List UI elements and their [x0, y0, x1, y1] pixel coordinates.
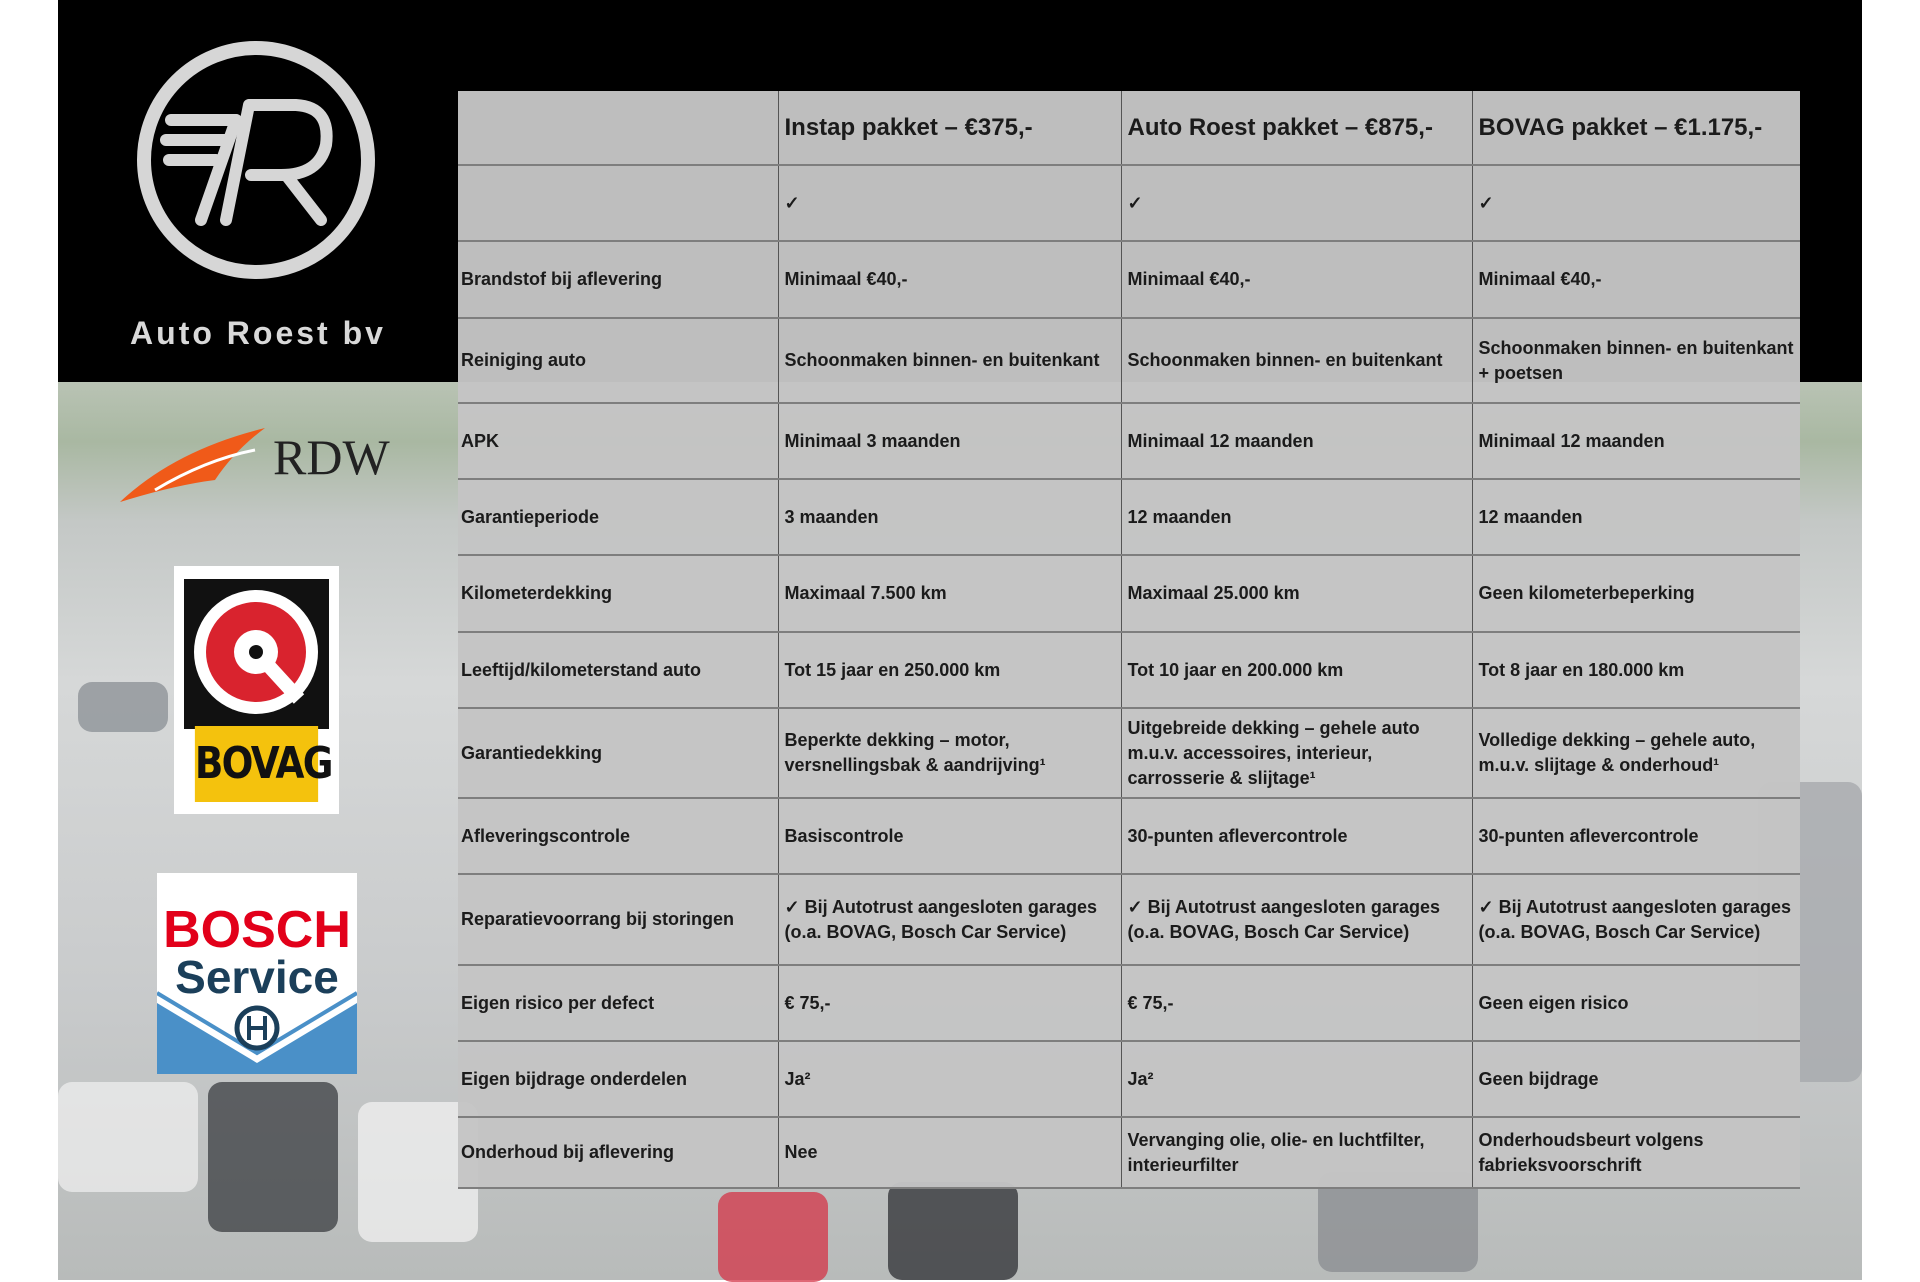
feature-label: Onderhoud bij aflevering: [458, 1116, 779, 1189]
package-cell: Uitgebreide dekking – gehele auto m.u.v.…: [1120, 707, 1473, 799]
package-cell: ✓: [1120, 164, 1473, 242]
table-row: Garantiedekking Beperkte dekking – motor,…: [458, 707, 1800, 799]
package-cell: Minimaal 12 maanden: [1120, 402, 1473, 480]
table-row: Brandstof bij aflevering Minimaal €40,- Mi…: [458, 240, 1800, 319]
package-cell: 30-punten aflevercontrole: [1471, 797, 1800, 875]
package-cell: Maximaal 7.500 km: [777, 554, 1122, 633]
package-cell: Volledige dekking – gehele auto, m.u.v. …: [1471, 707, 1800, 799]
package-cell: ✓: [777, 164, 1122, 242]
package-cell: 12 maanden: [1471, 478, 1800, 556]
package-cell: Schoonmaken binnen- en buitenkant: [777, 317, 1122, 404]
package-cell: Onderhoudsbeurt volgens fabrieksvoorschr…: [1471, 1116, 1800, 1189]
feature-label: Kilometerdekking: [458, 554, 779, 633]
package-cell: Schoonmaken binnen- en buitenkant: [1120, 317, 1473, 404]
feature-label: Afleveringscontrole: [458, 797, 779, 875]
service-label: Service: [175, 951, 339, 1003]
table-row: Kilometerdekking Maximaal 7.500 km Maximaa…: [458, 554, 1800, 633]
feature-label: Eigen bijdrage onderdelen: [458, 1040, 779, 1118]
package-cell: ✓: [1471, 164, 1800, 242]
package-cell: Minimaal €40,-: [1471, 240, 1800, 319]
header-empty-cell: [458, 91, 779, 166]
package-header: Instap pakket – €375,-: [777, 91, 1122, 166]
package-cell: Tot 8 jaar en 180.000 km: [1471, 631, 1800, 709]
package-cell: € 75,-: [1120, 964, 1473, 1042]
bovag-emblem-icon: [184, 579, 329, 729]
feature-label: [458, 164, 779, 242]
table-row: ✓ ✓ ✓: [458, 164, 1800, 242]
package-cell: Schoonmaken binnen- en buitenkant + poet…: [1471, 317, 1800, 404]
table-row: Reiniging auto Schoonmaken binnen- en bui…: [458, 317, 1800, 404]
package-cell: Tot 10 jaar en 200.000 km: [1120, 631, 1473, 709]
package-cell: Geen eigen risico: [1471, 964, 1800, 1042]
package-cell: 3 maanden: [777, 478, 1122, 556]
auto-roest-logo-icon: [137, 41, 375, 279]
package-cell: Beperkte dekking – motor, versnellingsba…: [777, 707, 1122, 799]
package-cell: Ja²: [777, 1040, 1122, 1118]
feature-label: Reiniging auto: [458, 317, 779, 404]
feature-label: Brandstof bij aflevering: [458, 240, 779, 319]
bosch-label: BOSCH: [163, 901, 351, 959]
table-row: Afleveringscontrole Basiscontrole 30-punte…: [458, 797, 1800, 875]
feature-label: Leeftijd/kilometerstand auto: [458, 631, 779, 709]
package-cell: Nee: [777, 1116, 1122, 1189]
package-cell: ✓ Bij Autotrust aangesloten garages (o.a…: [1120, 873, 1473, 966]
table-row: Onderhoud bij aflevering Nee Vervanging ol…: [458, 1116, 1800, 1189]
package-cell: Minimaal 12 maanden: [1471, 402, 1800, 480]
package-header: Auto Roest pakket – €875,-: [1120, 91, 1473, 166]
feature-label: Reparatievoorrang bij storingen: [458, 873, 779, 966]
bosch-service-badge-icon: [157, 873, 357, 1074]
table-row: Eigen bijdrage onderdelen Ja² Ja² Geen bijd…: [458, 1040, 1800, 1118]
table-row: Eigen risico per defect € 75,- € 75,- Geen …: [458, 964, 1800, 1042]
package-cell: Tot 15 jaar en 250.000 km: [777, 631, 1122, 709]
table-row: Leeftijd/kilometerstand auto Tot 15 jaar …: [458, 631, 1800, 709]
feature-label: Eigen risico per defect: [458, 964, 779, 1042]
package-cell: 12 maanden: [1120, 478, 1473, 556]
package-cell: € 75,-: [777, 964, 1122, 1042]
bovag-label: BOVAG: [194, 726, 333, 802]
package-cell: Vervanging olie, olie- en luchtfilter, i…: [1120, 1116, 1473, 1189]
table-row: APK Minimaal 3 maanden Minimaal 12 maanden…: [458, 402, 1800, 480]
package-cell: Minimaal €40,-: [777, 240, 1122, 319]
table-row: Garantieperiode 3 maanden 12 maanden 12 maa…: [458, 478, 1800, 556]
package-cell: Minimaal 3 maanden: [777, 402, 1122, 480]
table-row: Reparatievoorrang bij storingen ✓ Bij Aut…: [458, 873, 1800, 966]
package-cell: Basiscontrole: [777, 797, 1122, 875]
package-cell: Geen kilometerbeperking: [1471, 554, 1800, 633]
package-comparison-table: Instap pakket – €375,- Auto Roest pakket …: [458, 91, 1800, 1189]
package-cell: Maximaal 25.000 km: [1120, 554, 1473, 633]
package-cell: ✓ Bij Autotrust aangesloten garages (o.a…: [1471, 873, 1800, 966]
package-cell: Ja²: [1120, 1040, 1473, 1118]
package-header: BOVAG pakket – €1.175,-: [1471, 91, 1800, 166]
rdw-logo-icon: [120, 428, 265, 502]
table-header-row: Instap pakket – €375,- Auto Roest pakket …: [458, 91, 1800, 166]
rdw-label: RDW: [273, 429, 390, 485]
package-cell: 30-punten aflevercontrole: [1120, 797, 1473, 875]
feature-label: Garantiedekking: [458, 707, 779, 799]
bovag-badge: BOVAG: [174, 566, 339, 814]
feature-label: APK: [458, 402, 779, 480]
package-cell: ✓ Bij Autotrust aangesloten garages (o.a…: [777, 873, 1122, 966]
package-cell: Geen bijdrage: [1471, 1040, 1800, 1118]
feature-label: Garantieperiode: [458, 478, 779, 556]
brand-name: Auto Roest bv: [130, 315, 386, 351]
package-cell: Minimaal €40,-: [1120, 240, 1473, 319]
